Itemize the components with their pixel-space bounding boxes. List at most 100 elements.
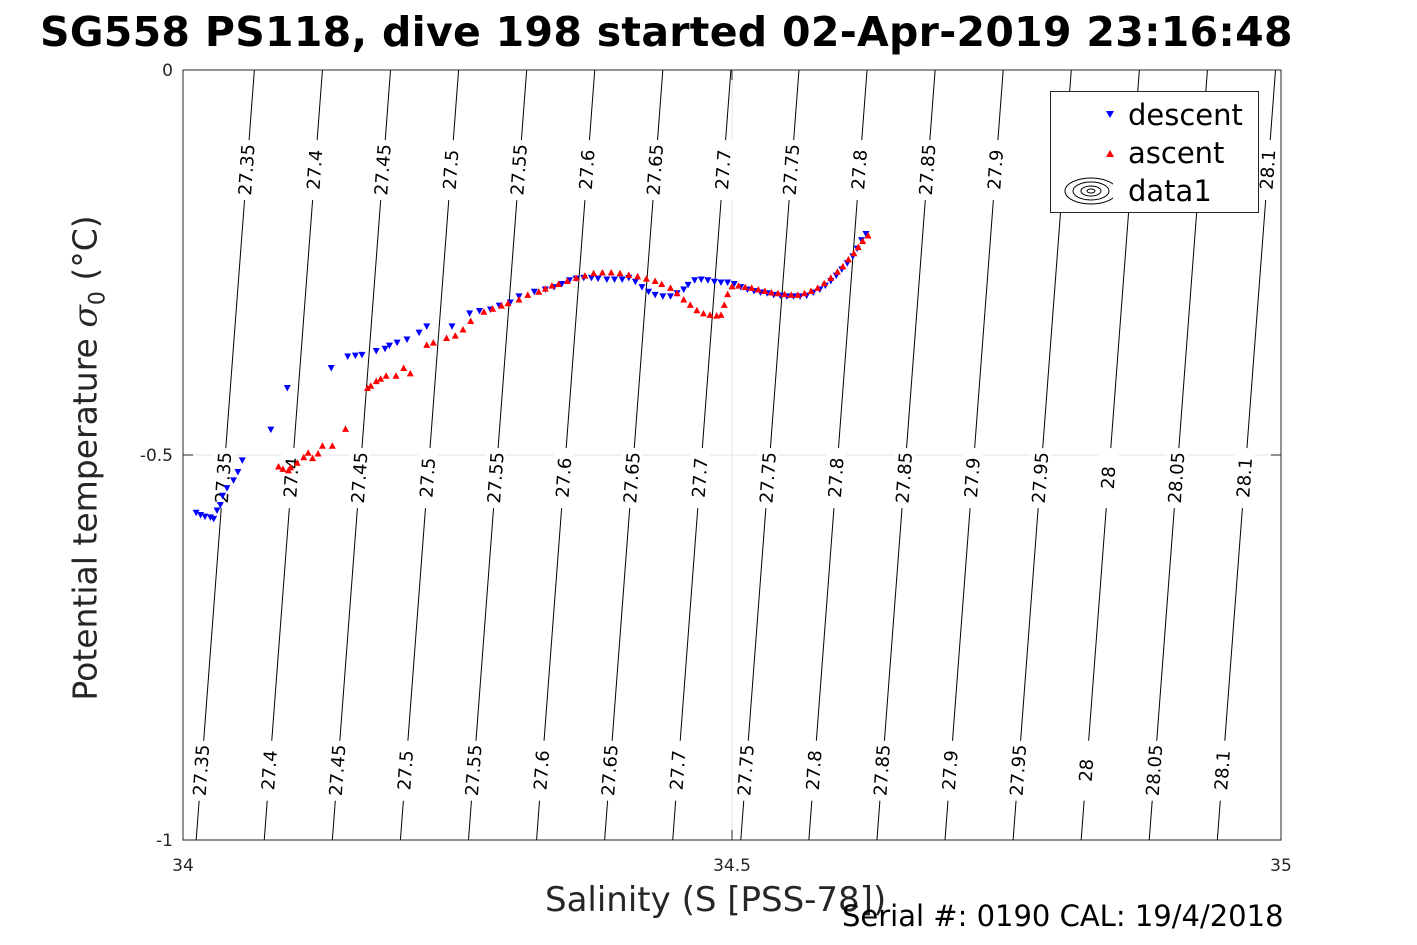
contour-label-bg xyxy=(985,140,1006,201)
descent-point xyxy=(724,279,732,287)
contour-label-bg xyxy=(441,140,462,201)
descent-point xyxy=(618,276,626,283)
contour-label: 27.65 xyxy=(644,143,669,196)
contour-label: 27.65 xyxy=(598,744,623,797)
contour-label: 27.45 xyxy=(348,451,373,504)
ascent-point xyxy=(372,377,380,385)
ascent-point xyxy=(314,449,322,457)
contour-label: 27.8 xyxy=(825,457,849,498)
ascent-point xyxy=(667,284,675,291)
contour-label: 28 xyxy=(1076,758,1099,782)
ascent-point xyxy=(497,302,505,309)
chart-title: SG558 PS118, dive 198 started 02-Apr-201… xyxy=(40,8,1293,56)
descent-point xyxy=(659,293,667,300)
contour-label: 27.55 xyxy=(507,143,532,196)
ascent-point xyxy=(833,268,841,275)
contour-label-bg xyxy=(826,448,847,509)
descent-point xyxy=(385,342,393,350)
contour-label: 27.9 xyxy=(939,750,963,791)
ascent-point xyxy=(504,299,512,307)
contour-label-bg xyxy=(713,140,734,201)
descent-point xyxy=(358,351,366,359)
ascent-point xyxy=(480,308,488,315)
legend: descent ascent data1 xyxy=(1050,91,1259,213)
ascent-point xyxy=(839,262,847,270)
ascent-point xyxy=(293,459,301,466)
contour-label: 28.05 xyxy=(1165,451,1190,504)
ascent-point xyxy=(443,334,451,341)
ascent-point xyxy=(607,269,615,276)
contour-label-bg xyxy=(667,740,688,801)
contour-icon xyxy=(1064,177,1113,205)
y-tick-label: 0 xyxy=(162,61,173,81)
ascent-point xyxy=(814,284,822,291)
descent-point xyxy=(558,281,566,288)
contour-label-bg xyxy=(781,140,802,201)
contour-label-bg xyxy=(1144,740,1165,801)
ascent-point xyxy=(467,317,475,325)
descent-point xyxy=(230,477,238,484)
contour-label-bg xyxy=(463,740,484,801)
contour-label-bg xyxy=(236,140,257,201)
ascent-point xyxy=(774,289,782,297)
contour-label-bg xyxy=(213,448,234,509)
contour-label: 27.6 xyxy=(576,149,600,190)
contour-label: 27.45 xyxy=(371,143,396,196)
ascent-point xyxy=(735,282,743,289)
contour-label-bg xyxy=(804,740,825,801)
contour-label-bg xyxy=(1234,448,1255,509)
ascent-point xyxy=(581,272,589,279)
contour-label-bg xyxy=(395,740,416,801)
contour-label-bg xyxy=(372,140,393,201)
contour-label-bg xyxy=(553,448,574,509)
ascent-point xyxy=(598,269,606,276)
ascent-point xyxy=(524,291,532,298)
ascent-point xyxy=(377,375,385,382)
contour-label: 27.5 xyxy=(416,457,440,498)
contour-label-bg xyxy=(690,448,711,509)
contour-label: 28.1 xyxy=(1257,149,1281,190)
ascent-point xyxy=(279,465,287,472)
contour-label-bg xyxy=(577,140,598,201)
ascent-point xyxy=(489,305,497,312)
descent-point xyxy=(697,276,705,283)
ascent-point xyxy=(699,309,707,317)
descent-point xyxy=(216,502,224,509)
x-axis-label: Salinity (S [PSS-78]) xyxy=(545,880,887,920)
contour-label: 28.1 xyxy=(1233,457,1257,498)
descent-point xyxy=(710,278,718,286)
contour-label-bg xyxy=(917,140,938,201)
descent-point xyxy=(210,515,218,523)
serial-cal-note: Serial #: 0190 CAL: 19/4/2018 xyxy=(842,899,1284,933)
x-tick-label: 35 xyxy=(1270,856,1292,876)
descent-point xyxy=(603,276,611,283)
ascent-point xyxy=(800,289,808,297)
ascent-point xyxy=(304,449,312,456)
contour-label: 27.35 xyxy=(235,143,260,196)
ascent-point xyxy=(535,288,543,295)
contour-label: 27.55 xyxy=(484,451,509,504)
contour-label: 27.95 xyxy=(1007,744,1032,797)
contour-label: 27.85 xyxy=(916,143,941,196)
ascent-point xyxy=(642,275,650,282)
contour-label: 27.6 xyxy=(530,750,554,791)
ascent-point xyxy=(309,454,317,462)
ascent-point xyxy=(781,290,789,298)
contour-label-bg xyxy=(872,740,893,801)
descent-point xyxy=(667,293,675,300)
ascent-point xyxy=(787,291,795,298)
contour-label: 27.55 xyxy=(462,744,487,797)
y-tick-label: -0.5 xyxy=(140,446,173,466)
ascent-point xyxy=(515,295,523,303)
ascent-point xyxy=(287,463,295,471)
ascent-point xyxy=(459,325,467,333)
ascent-point xyxy=(363,384,371,392)
descent-point xyxy=(201,513,209,521)
ascent-point xyxy=(400,364,408,371)
ascent-point xyxy=(680,295,688,303)
descent-point xyxy=(475,308,483,315)
descent-point xyxy=(862,231,870,238)
contour-label-bg xyxy=(349,448,370,509)
ascent-point xyxy=(563,277,571,284)
contour-label-bg xyxy=(894,448,915,509)
